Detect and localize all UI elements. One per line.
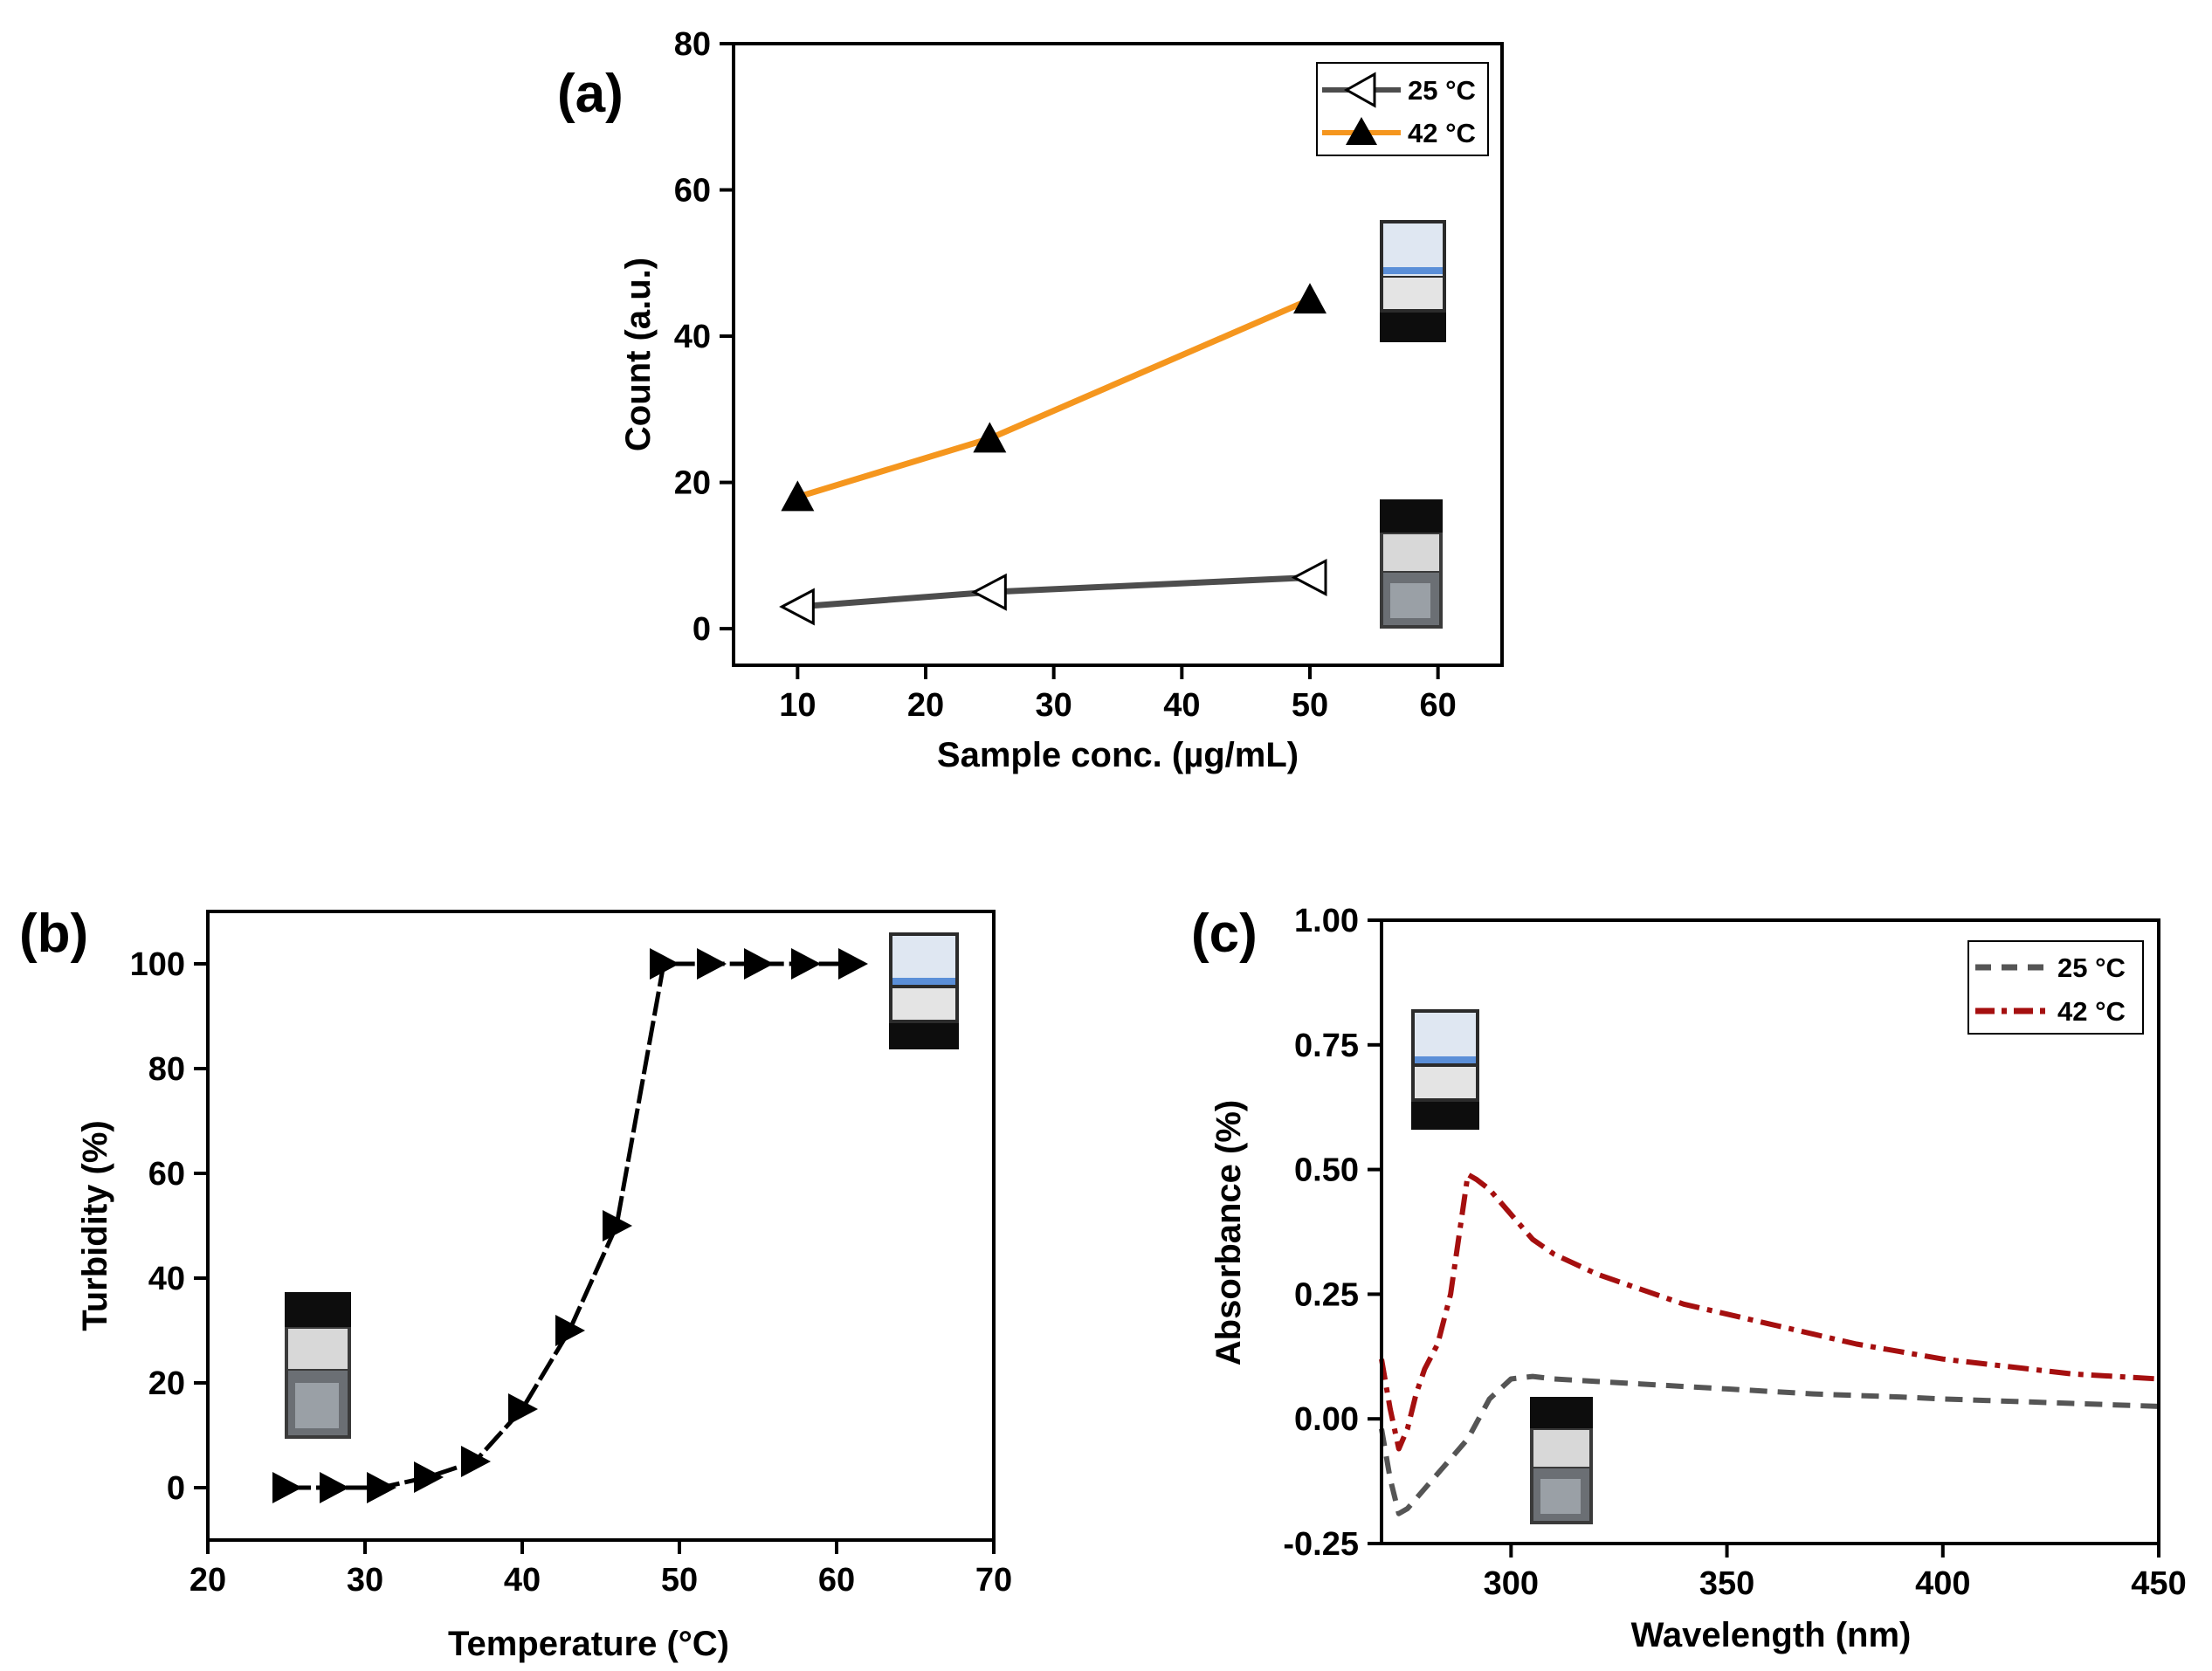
panel-b-y-axis-label: Turbidity (%) xyxy=(76,1120,114,1331)
panel-a-y-tick-label: 0 xyxy=(693,611,711,648)
panel-a-frame xyxy=(732,42,1504,667)
panel-a-x-tick-label: 10 xyxy=(779,687,816,724)
panel-b-point xyxy=(555,1315,585,1346)
panel-a-y-tick-label: 80 xyxy=(674,26,711,63)
panel-a-y-ticks: 0 20 40 60 80 xyxy=(674,26,734,648)
panel-a-legend-marker-25c xyxy=(1343,72,1376,108)
panel-b-point xyxy=(508,1393,538,1425)
panel-b-x-tick-label: 60 xyxy=(818,1562,855,1599)
panel-b-frame xyxy=(206,910,996,1542)
panel-a: (a) 10 20 30 40 50 60 0 20 40 60 80 Sample conc. … xyxy=(557,26,1504,774)
panel-a-series-line-42c xyxy=(796,296,1312,500)
panel-b-point xyxy=(838,948,868,980)
panel-b-y-tick-label: 80 xyxy=(148,1051,185,1088)
panel-b-y-tick-label: 100 xyxy=(130,946,185,983)
panel-c-x-tick-label: 300 xyxy=(1484,1565,1539,1602)
panel-c-x-tick-label: 400 xyxy=(1915,1565,1970,1602)
panel-a-vial-clear-image xyxy=(1380,499,1443,629)
panel-b-point xyxy=(744,948,774,980)
panel-b-point xyxy=(461,1446,491,1477)
panel-c-legend-label-25c: 25 °C xyxy=(2057,952,2126,983)
panel-b-point xyxy=(367,1472,396,1503)
panel-c-legend-box xyxy=(1967,940,2144,1035)
panel-a-y-axis-label: Count (a.u.) xyxy=(619,258,658,451)
panel-c-y-tick-label: 0.25 xyxy=(1294,1276,1359,1313)
panel-b-y-ticks: 0 20 40 60 80 100 xyxy=(130,946,208,1507)
panel-c-y-tick-label: 1.00 xyxy=(1294,903,1359,939)
panel-b-y-tick-label: 0 xyxy=(167,1470,185,1507)
panel-a-x-axis-label: Sample conc. (µg/mL) xyxy=(937,736,1299,774)
panel-a-x-ticks: 10 20 30 40 50 60 xyxy=(779,665,1457,724)
panel-a-x-tick-label: 30 xyxy=(1036,687,1072,724)
panel-a-legend: 25 °C 42 °C xyxy=(1316,62,1489,156)
panel-c-series-line-42c xyxy=(1379,1172,2160,1452)
panel-b-plot-area xyxy=(272,948,868,1503)
panel-b-x-tick-label: 20 xyxy=(190,1562,226,1599)
panel-b-point xyxy=(791,948,821,980)
panel-c-y-ticks: -0.25 0.00 0.25 0.50 0.75 1.00 xyxy=(1283,903,1382,1563)
panel-a-x-tick-label: 20 xyxy=(907,687,944,724)
panel-a-label: (a) xyxy=(557,64,624,124)
panel-b-y-tick-label: 20 xyxy=(148,1365,185,1402)
panel-c-y-tick-label: 0.00 xyxy=(1294,1401,1359,1438)
panel-c-x-axis-label: Wavelength (nm) xyxy=(1631,1616,1912,1654)
panel-a-x-tick-label: 40 xyxy=(1163,687,1200,724)
panel-a-vial-turbid-image xyxy=(1380,220,1446,342)
panel-c-x-tick-label: 350 xyxy=(1699,1565,1754,1602)
panel-c-series-line-25c xyxy=(1379,1373,2160,1516)
panel-a-y-tick-label: 20 xyxy=(674,465,711,502)
panel-b-vial-clear-image xyxy=(285,1292,351,1439)
panel-a-point-25c xyxy=(1291,558,1327,596)
panel-c-vial-turbid-image xyxy=(1411,1009,1479,1130)
panel-a-legend-label-25c: 25 °C xyxy=(1408,75,1476,106)
panel-b-point xyxy=(697,948,727,980)
panel-b: (b) 20 30 40 50 60 70 0 20 40 60 80 100 Temperatur… xyxy=(19,904,1012,1663)
panel-a-point-42c xyxy=(1293,283,1327,314)
panel-b-x-tick-label: 40 xyxy=(504,1562,541,1599)
panel-a-x-tick-label: 50 xyxy=(1292,687,1328,724)
panel-c-plot-area xyxy=(1379,1172,2160,1516)
panel-c-legend: 25 °C 42 °C xyxy=(1967,940,2144,1035)
panel-c-frame xyxy=(1380,918,2160,1545)
panel-b-x-tick-label: 30 xyxy=(347,1562,383,1599)
panel-b-point xyxy=(272,1472,302,1503)
panel-c: (c) 300 350 400 450 -0.25 0.00 0.25 0.50 0.75 1.… xyxy=(1191,903,2187,1654)
panel-c-y-tick-label: 0.75 xyxy=(1294,1028,1359,1064)
panel-b-y-tick-label: 60 xyxy=(148,1156,185,1193)
panel-a-legend-box xyxy=(1316,62,1489,156)
panel-a-point-42c xyxy=(781,480,815,512)
panel-c-y-tick-label: 0.50 xyxy=(1294,1152,1359,1189)
panel-c-y-axis-label: Absorbance (%) xyxy=(1209,1100,1248,1366)
panel-a-legend-marker-42c xyxy=(1346,117,1377,145)
panel-a-series-line-25c xyxy=(797,574,1311,610)
panel-c-vial-clear-image xyxy=(1530,1397,1593,1524)
panel-c-legend-label-42c: 42 °C xyxy=(2057,996,2126,1027)
panel-b-x-tick-label: 70 xyxy=(975,1562,1012,1599)
panel-a-point-42c xyxy=(973,422,1007,453)
panel-a-plot-area xyxy=(779,283,1327,626)
panel-a-x-tick-label: 60 xyxy=(1420,687,1457,724)
panel-a-point-25c xyxy=(779,588,815,626)
panel-b-y-tick-label: 40 xyxy=(148,1261,185,1297)
panel-a-point-25c xyxy=(971,573,1007,611)
panel-c-label: (c) xyxy=(1191,904,1258,964)
panel-a-legend-label-42c: 42 °C xyxy=(1408,118,1476,148)
panel-b-point xyxy=(603,1210,632,1241)
panel-c-y-tick-label: -0.25 xyxy=(1283,1526,1359,1563)
panel-b-label: (b) xyxy=(19,904,88,964)
panel-a-y-tick-label: 60 xyxy=(674,173,711,210)
panel-b-point xyxy=(320,1472,349,1503)
panel-b-x-axis-label: Temperature (°C) xyxy=(448,1625,729,1663)
panel-b-x-tick-label: 50 xyxy=(661,1562,698,1599)
panel-b-series-line xyxy=(286,961,852,1490)
panel-b-vial-turbid-image xyxy=(889,932,959,1049)
panel-b-point xyxy=(650,948,679,980)
panel-c-x-ticks: 300 350 400 450 xyxy=(1484,1544,2187,1602)
panel-b-point xyxy=(414,1461,444,1493)
panel-b-x-ticks: 20 30 40 50 60 70 xyxy=(190,1540,1012,1599)
panel-c-x-tick-label: 450 xyxy=(2131,1565,2186,1602)
panel-a-y-tick-label: 40 xyxy=(674,319,711,355)
